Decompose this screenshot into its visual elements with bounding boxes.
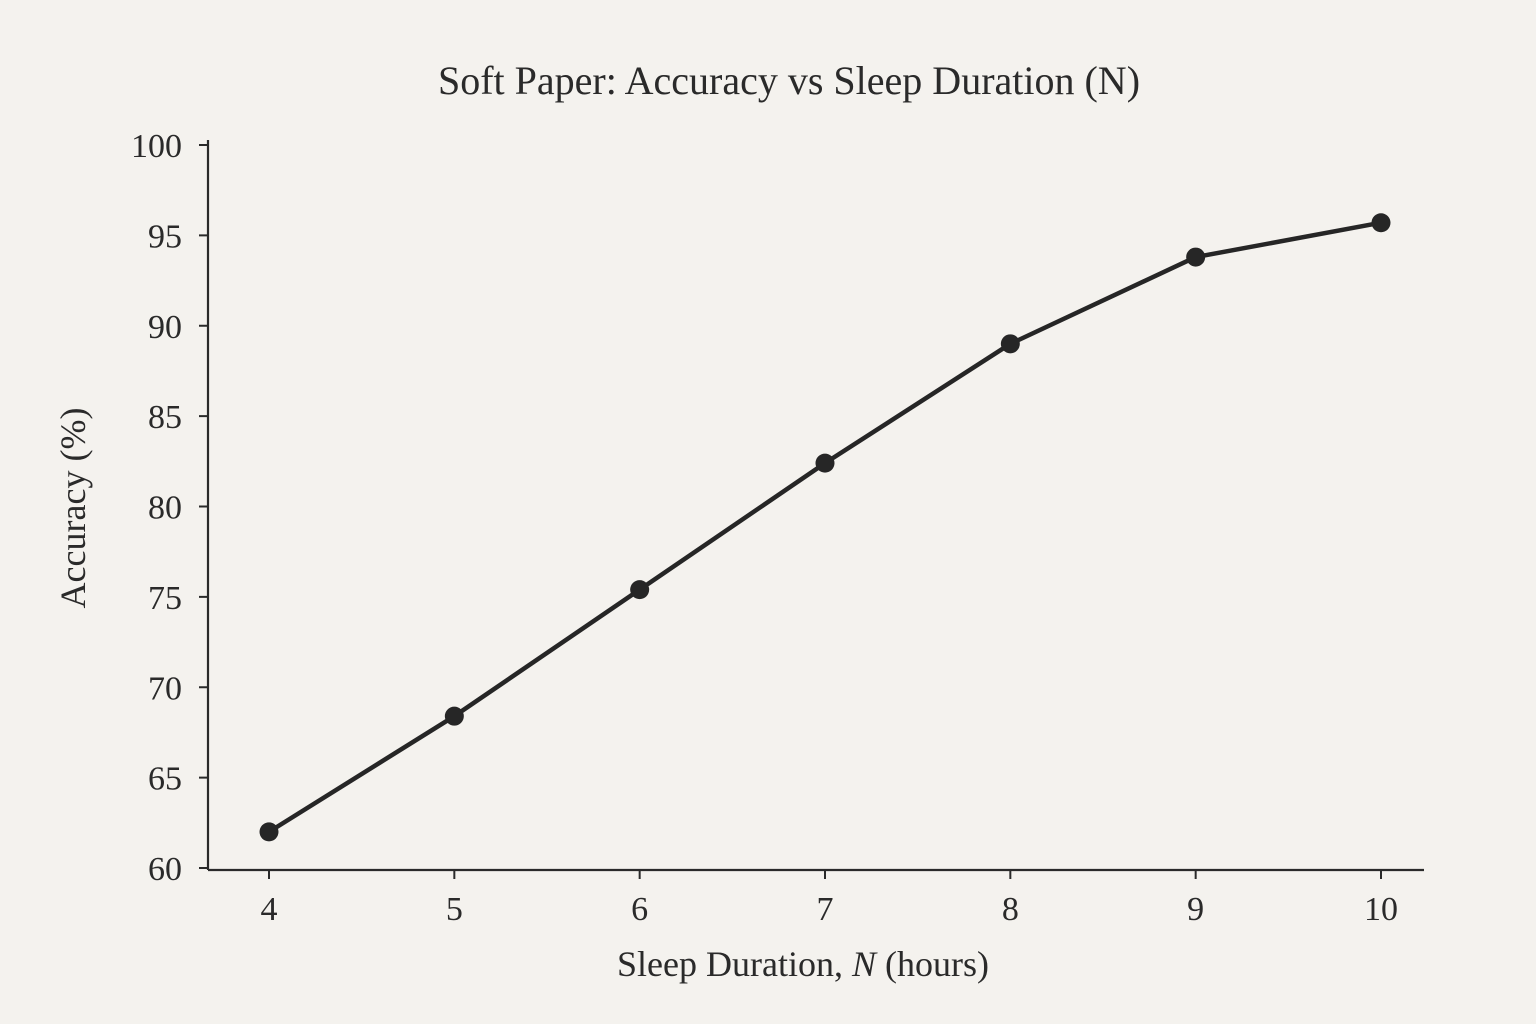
data-point bbox=[259, 822, 279, 842]
data-point bbox=[1000, 334, 1020, 354]
y-tick-label: 95 bbox=[148, 218, 182, 255]
y-tick-label: 70 bbox=[148, 670, 182, 707]
x-tick-label: 6 bbox=[631, 891, 648, 928]
x-axis-label-suffix: (hours) bbox=[876, 944, 989, 984]
y-tick-label: 90 bbox=[148, 309, 182, 346]
data-point bbox=[444, 706, 464, 726]
x-axis-label-variable: N bbox=[851, 944, 878, 984]
y-tick-label: 60 bbox=[148, 851, 182, 888]
chart-title: Soft Paper: Accuracy vs Sleep Duration (… bbox=[438, 58, 1140, 103]
x-axis: 4 5 6 7 8 9 10 bbox=[208, 868, 1424, 928]
y-tick-label: 65 bbox=[148, 761, 182, 798]
x-tick-label: 9 bbox=[1187, 891, 1204, 928]
series-line bbox=[266, 220, 1384, 835]
data-point bbox=[815, 453, 835, 473]
x-tick-label: 8 bbox=[1002, 891, 1019, 928]
data-point bbox=[1371, 213, 1391, 233]
series-accuracy bbox=[259, 213, 1391, 842]
y-axis-label: Accuracy (%) bbox=[53, 408, 93, 609]
data-point bbox=[1186, 247, 1206, 267]
y-tick-label: 75 bbox=[148, 580, 182, 617]
x-tick-label: 4 bbox=[261, 891, 278, 928]
y-tick-label: 100 bbox=[131, 128, 182, 165]
x-tick-label: 5 bbox=[446, 891, 463, 928]
data-point bbox=[630, 580, 650, 600]
y-tick-label: 85 bbox=[148, 399, 182, 436]
y-tick-label: 80 bbox=[148, 490, 182, 527]
x-tick-label: 7 bbox=[817, 891, 834, 928]
x-tick-label: 10 bbox=[1364, 891, 1398, 928]
x-axis-label-prefix: Sleep Duration, bbox=[617, 944, 852, 984]
y-axis: 60 65 70 75 80 85 90 95 100 bbox=[131, 128, 210, 888]
x-axis-label: Sleep Duration, N (hours) bbox=[617, 944, 989, 984]
